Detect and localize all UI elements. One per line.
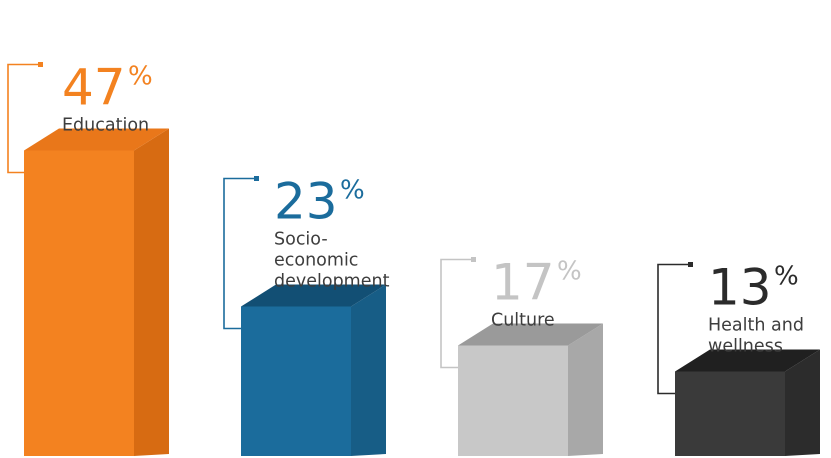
bar-4-front — [675, 371, 785, 456]
bar-2-top — [241, 284, 386, 307]
bar-1-bracket-marker — [38, 62, 43, 67]
bar-1-side — [134, 128, 169, 456]
bar-3-top — [458, 323, 603, 346]
bar-1-bracket — [7, 63, 38, 174]
bar-3-label-line-1: Culture — [491, 311, 555, 331]
bar-4-percent-sign: % — [774, 262, 799, 292]
bar-4-top — [675, 349, 820, 372]
bar-2-label-line-2: economic — [274, 251, 358, 271]
bar-1-value: 47 — [62, 59, 126, 117]
bar-2-percent-sign: % — [340, 176, 365, 206]
bar-2-bracket — [223, 177, 254, 330]
bar-3-bracket-marker — [471, 257, 476, 262]
bar-2-front — [241, 306, 351, 456]
bar-1-percent-sign: % — [128, 62, 153, 92]
bar-4-label-line-1: Health and — [708, 316, 804, 336]
bar-2-side — [351, 284, 386, 456]
bar-2-bracket-marker — [254, 176, 259, 181]
bar-4-side — [785, 349, 820, 456]
bar-2-label-line-3: development — [274, 272, 390, 292]
bar-4-bracket-marker — [688, 262, 693, 267]
bar-4-value: 13 — [708, 259, 772, 317]
bar-1-front — [24, 150, 134, 456]
bar-1-label-line-1: Education — [62, 116, 149, 136]
bar-3-value: 17 — [491, 254, 555, 312]
bar-3-side — [568, 323, 603, 456]
bar-4-label-line-2: wellness — [708, 337, 783, 357]
bar-2-value: 23 — [274, 173, 338, 231]
bar-1-top — [24, 128, 169, 151]
bar-4-bracket — [657, 263, 688, 395]
bar-3-front — [458, 345, 568, 456]
bar-2-label-line-1: Socio- — [274, 230, 328, 250]
bar-3-bracket — [440, 258, 471, 369]
bar-3-percent-sign: % — [557, 257, 582, 287]
